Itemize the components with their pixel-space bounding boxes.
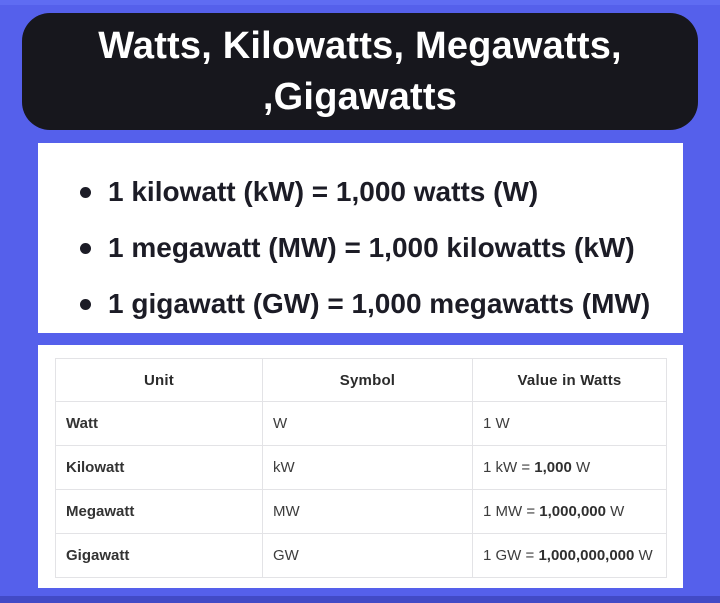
conversion-facts-panel: 1 kilowatt (kW) = 1,000 watts (W) 1 mega…: [38, 143, 683, 333]
value-cell: 1 GW = 1,000,000,000 W: [472, 533, 667, 578]
symbol-cell: GW: [262, 533, 473, 578]
column-header-value: Value in Watts: [472, 358, 667, 402]
value-cell: 1 W: [472, 401, 667, 446]
list-item: 1 kilowatt (kW) = 1,000 watts (W): [80, 164, 673, 220]
bullet-icon: [80, 186, 91, 198]
units-table-panel: Unit Symbol Value in Watts Watt W 1 W Ki…: [38, 345, 683, 588]
unit-cell: Megawatt: [55, 489, 263, 534]
table-row: Watt W 1 W: [55, 401, 667, 446]
value-unit: W: [606, 503, 625, 520]
value-number: 1,000,000: [539, 503, 606, 520]
conversion-fact-kilowatt: 1 kilowatt (kW) = 1,000 watts (W): [108, 176, 539, 207]
value-cell: 1 MW = 1,000,000 W: [472, 489, 667, 534]
value-number: 1,000,000,000: [538, 547, 635, 564]
column-header-symbol: Symbol: [262, 358, 473, 402]
table-header-row: Unit Symbol Value in Watts: [55, 358, 667, 402]
symbol-cell: W: [262, 401, 473, 446]
list-item: 1 megawatt (MW) = 1,000 kilowatts (kW): [80, 220, 673, 276]
table-row: Megawatt MW 1 MW = 1,000,000 W: [55, 489, 667, 534]
list-item: 1 gigawatt (GW) = 1,000 megawatts (MW): [80, 276, 673, 332]
value-cell: 1 kW = 1,000 W: [472, 445, 667, 490]
bullet-icon: [80, 242, 91, 254]
title-card: Watts, Kilowatts, Megawatts, ,Gigawatts: [22, 13, 698, 130]
value-text: 1 MW =: [483, 503, 540, 520]
symbol-cell: MW: [262, 489, 473, 534]
value-unit: W: [571, 459, 591, 476]
top-edge-strip: [0, 0, 720, 5]
unit-cell: Gigawatt: [55, 533, 263, 578]
bottom-edge-strip: [0, 596, 720, 603]
bullet-icon: [80, 298, 91, 310]
value-unit: W: [634, 547, 653, 564]
page-title-line2: ,Gigawatts: [262, 75, 458, 118]
value-number: 1,000: [534, 459, 572, 476]
value-text: 1 W: [483, 415, 510, 432]
symbol-cell: kW: [262, 445, 473, 490]
unit-cell: Kilowatt: [55, 445, 263, 490]
conversion-fact-gigawatt: 1 gigawatt (GW) = 1,000 megawatts (MW): [108, 288, 651, 319]
value-text: 1 GW =: [483, 547, 539, 564]
units-table: Unit Symbol Value in Watts Watt W 1 W Ki…: [55, 358, 667, 578]
unit-cell: Watt: [55, 401, 263, 446]
page-title-line1: Watts, Kilowatts, Megawatts,: [98, 24, 622, 67]
conversion-fact-megawatt: 1 megawatt (MW) = 1,000 kilowatts (kW): [108, 232, 635, 263]
value-text: 1 kW =: [483, 459, 535, 476]
column-header-unit: Unit: [55, 358, 263, 402]
table-row: Gigawatt GW 1 GW = 1,000,000,000 W: [55, 533, 667, 578]
table-row: Kilowatt kW 1 kW = 1,000 W: [55, 445, 667, 490]
